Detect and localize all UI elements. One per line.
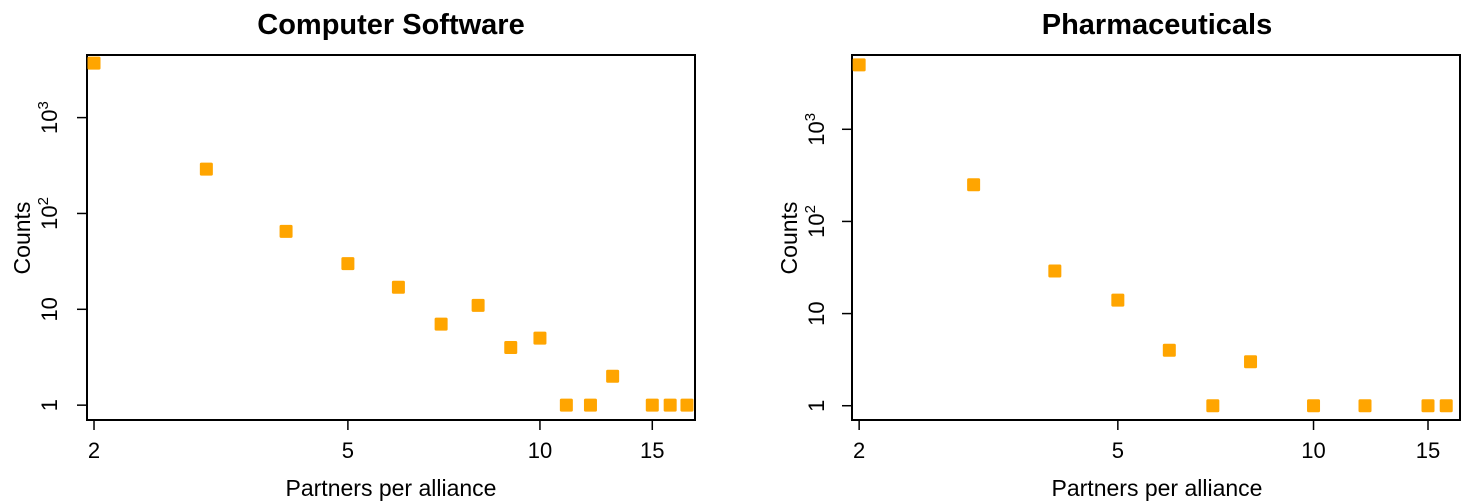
y-tick-label: 103: [802, 113, 829, 146]
data-point: [1048, 264, 1062, 278]
data-point: [852, 58, 866, 72]
y-tick-label: 102: [35, 197, 62, 230]
y-tick-label: 103: [35, 101, 62, 134]
data-point: [1307, 399, 1321, 413]
chart-panel-2: Pharmaceuticals 2 5 10 15 1 10 102 103 Partners p…: [776, 9, 1461, 501]
chart-panel-1: Computer Software 2 5 10 15 1 10 102 103 Partners…: [9, 9, 696, 501]
chart-title: Pharmaceuticals: [1042, 9, 1273, 41]
data-point: [1111, 293, 1125, 307]
data-point: [87, 56, 101, 70]
x-tick-label: 2: [88, 438, 100, 463]
data-point: [680, 398, 694, 412]
y-tick-label: 10: [804, 301, 829, 325]
y-tick-label: 102: [802, 205, 829, 238]
x-axis-label: Partners per alliance: [1052, 475, 1263, 501]
data-point: [504, 340, 518, 354]
data-point: [533, 331, 547, 345]
plot-frame: [86, 54, 696, 421]
y-tick-label: 1: [37, 399, 62, 411]
x-tick-label: 5: [1112, 438, 1124, 463]
data-point: [559, 398, 573, 412]
x-tick-label: 15: [1416, 438, 1440, 463]
data-point: [1162, 343, 1176, 357]
data-point: [341, 257, 355, 271]
data-point: [1244, 355, 1258, 369]
data-point: [645, 398, 659, 412]
data-point: [1358, 399, 1372, 413]
data-point: [1439, 399, 1453, 413]
y-axis-label: Counts: [9, 202, 35, 275]
plot-frame: [851, 54, 1461, 421]
x-tick-label: 10: [528, 438, 552, 463]
data-point: [471, 298, 485, 312]
y-axis-label: Counts: [776, 202, 802, 275]
y-tick-label: 1: [804, 400, 829, 412]
data-point: [967, 178, 981, 192]
x-tick-label: 10: [1301, 438, 1325, 463]
x-axis-label: Partners per alliance: [286, 475, 497, 501]
data-point: [1421, 399, 1435, 413]
data-point: [199, 162, 213, 176]
data-point: [663, 398, 677, 412]
data-point: [583, 398, 597, 412]
x-tick-label: 2: [853, 438, 865, 463]
chart-title: Computer Software: [257, 9, 524, 41]
data-point: [434, 317, 448, 331]
x-tick-label: 15: [640, 438, 664, 463]
x-tick-label: 5: [342, 438, 354, 463]
data-point: [391, 280, 405, 294]
data-point: [279, 224, 293, 238]
data-point: [1206, 399, 1220, 413]
data-point: [606, 369, 620, 383]
y-tick-label: 10: [37, 297, 62, 321]
